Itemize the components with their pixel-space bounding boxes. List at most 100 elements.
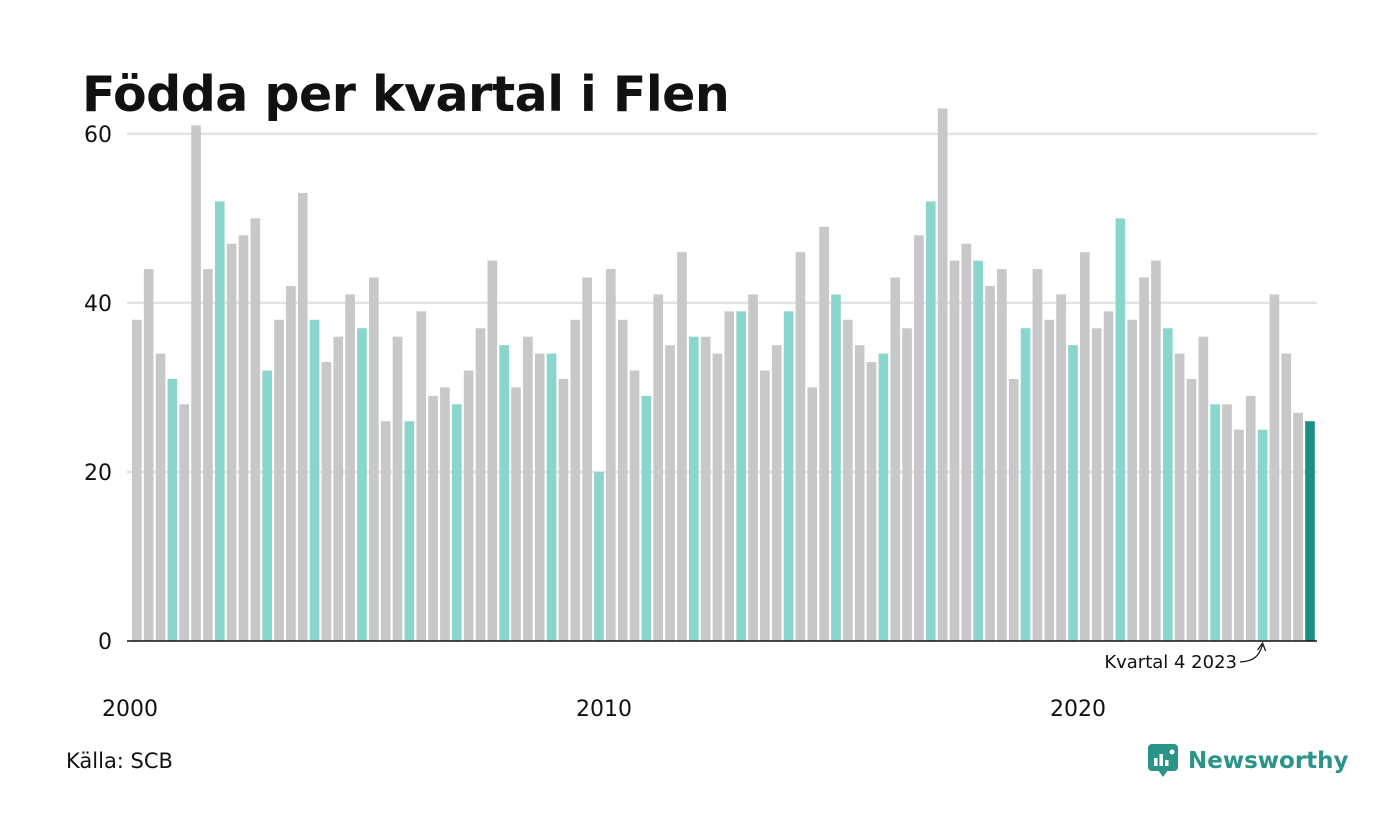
annotation: Kvartal 4 2023 xyxy=(1104,641,1267,673)
bar xyxy=(961,243,972,641)
bar xyxy=(1222,404,1232,641)
bar xyxy=(155,353,166,641)
bar xyxy=(475,328,486,641)
annotation-arrowhead xyxy=(1257,641,1267,652)
bar xyxy=(665,345,675,641)
bar xyxy=(582,277,592,641)
bar xyxy=(819,226,829,641)
bar xyxy=(1056,294,1066,641)
bar xyxy=(499,345,509,641)
bar xyxy=(985,285,995,641)
bar xyxy=(428,395,438,641)
bar xyxy=(736,311,746,641)
bar xyxy=(1127,319,1138,641)
bar xyxy=(1091,328,1102,641)
bar xyxy=(653,294,664,641)
bar xyxy=(1044,319,1055,641)
bar xyxy=(167,378,178,641)
bar xyxy=(451,404,462,641)
bar xyxy=(1198,336,1209,641)
bars xyxy=(132,108,1315,641)
y-tick-label: 60 xyxy=(84,123,112,148)
bar xyxy=(594,471,604,641)
bar xyxy=(1245,395,1256,641)
bar xyxy=(1234,429,1244,641)
bar xyxy=(357,328,367,641)
bar xyxy=(404,421,415,641)
bar xyxy=(866,362,877,641)
bar xyxy=(297,192,308,641)
y-tick-labels: 0 20 40 60 xyxy=(84,123,112,655)
annotation-label: Kvartal 4 2023 xyxy=(1104,652,1237,673)
bar xyxy=(688,336,699,641)
bar xyxy=(440,387,450,641)
bar xyxy=(463,370,474,641)
bar xyxy=(1186,378,1197,641)
bar xyxy=(226,243,237,641)
bar xyxy=(902,328,912,641)
bar xyxy=(771,345,782,641)
bar xyxy=(1008,378,1019,641)
bar xyxy=(606,269,616,641)
bar xyxy=(546,353,557,641)
bar xyxy=(369,277,379,641)
bar xyxy=(1269,294,1280,641)
newsworthy-logo-icon xyxy=(1148,744,1178,777)
bar xyxy=(1281,353,1292,641)
bar xyxy=(345,294,355,641)
bar xyxy=(878,353,889,641)
bar xyxy=(997,269,1007,641)
bar xyxy=(1257,429,1268,641)
x-tick-label: 2020 xyxy=(1050,697,1106,722)
bar xyxy=(783,311,794,641)
bar xyxy=(416,311,427,641)
bar xyxy=(890,277,901,641)
bar xyxy=(191,125,201,641)
bar xyxy=(760,370,770,641)
chart-title: Födda per kvartal i Flen xyxy=(82,66,730,123)
bar xyxy=(949,260,960,641)
bar xyxy=(558,378,569,641)
bar xyxy=(1210,404,1220,641)
bar xyxy=(570,319,581,641)
bar xyxy=(831,294,841,641)
bar xyxy=(724,311,735,641)
x-tick-label: 2000 xyxy=(102,697,158,722)
bar xyxy=(321,362,332,641)
bar xyxy=(309,319,320,641)
bar xyxy=(677,252,687,641)
bar xyxy=(700,336,711,641)
bar xyxy=(262,370,272,641)
bar xyxy=(1293,412,1303,641)
bar xyxy=(523,336,533,641)
bar xyxy=(1103,311,1114,641)
y-tick-label: 0 xyxy=(98,630,112,655)
bar xyxy=(925,201,936,641)
source-label: Källa: SCB xyxy=(66,749,173,773)
brand-name: Newsworthy xyxy=(1188,748,1349,774)
bar xyxy=(1162,328,1173,641)
bar xyxy=(641,395,652,641)
bar xyxy=(914,235,924,641)
bar xyxy=(843,319,853,641)
bar xyxy=(250,218,261,641)
bar xyxy=(534,353,545,641)
x-tick-label: 2010 xyxy=(576,697,632,722)
brand[interactable]: Newsworthy xyxy=(1148,744,1349,778)
bar xyxy=(1068,345,1078,641)
bar xyxy=(1139,277,1149,641)
bar xyxy=(748,294,758,641)
y-tick-label: 20 xyxy=(84,461,112,486)
bar xyxy=(712,353,723,641)
bar xyxy=(1174,353,1185,641)
bar xyxy=(1080,252,1090,641)
bar xyxy=(238,235,249,641)
bar xyxy=(795,252,806,641)
bar xyxy=(132,319,142,641)
bar xyxy=(333,336,344,641)
bar xyxy=(274,319,284,641)
bar xyxy=(807,387,818,641)
bar xyxy=(973,260,983,641)
y-tick-label: 40 xyxy=(84,292,112,317)
